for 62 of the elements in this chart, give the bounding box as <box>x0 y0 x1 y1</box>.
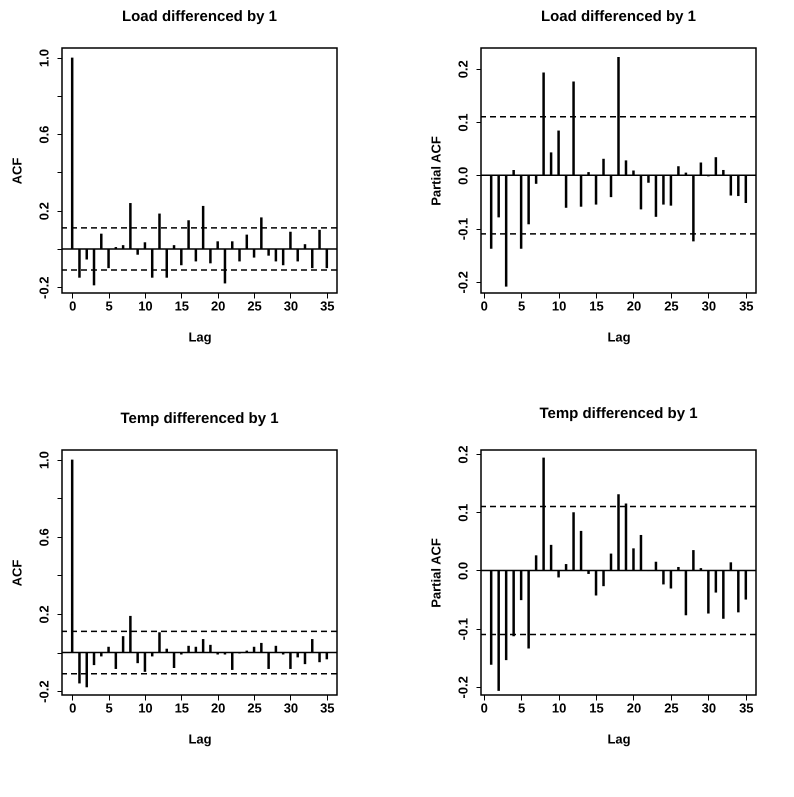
x-tick-label: 30 <box>702 700 716 716</box>
x-tick-label: 25 <box>664 700 679 716</box>
y-tick-label: -0.2 <box>36 680 52 703</box>
x-tick-label: 15 <box>589 700 604 716</box>
y-tick-label: 0.0 <box>456 166 470 185</box>
x-tick-label: 30 <box>284 298 298 314</box>
y-tick-label: 0.2 <box>456 60 470 78</box>
chart-title: Load differenced by 1 <box>540 8 696 25</box>
y-axis-title: Partial ACF <box>428 136 444 206</box>
x-axis-title: Lag <box>188 732 212 746</box>
y-tick-label: -0.2 <box>36 276 52 299</box>
x-tick-label: 15 <box>174 700 190 716</box>
x-tick-label: 10 <box>138 700 153 716</box>
x-tick-label: 5 <box>518 298 526 314</box>
x-tick-label: 30 <box>284 700 298 716</box>
x-axis-title: Lag <box>607 330 631 344</box>
x-tick-label: 10 <box>138 298 153 314</box>
x-tick-label: 20 <box>210 700 226 716</box>
x-tick-label: 35 <box>739 298 754 314</box>
y-tick-label: -0.2 <box>456 271 470 294</box>
y-tick-label: 0.1 <box>456 113 470 132</box>
x-tick-label: 0 <box>480 298 488 314</box>
x-tick-label: 20 <box>626 298 642 314</box>
x-axis-title: Lag <box>188 330 212 344</box>
x-tick-label: 15 <box>174 298 190 314</box>
x-tick-label: 10 <box>552 700 566 716</box>
y-tick-label: 0.0 <box>456 562 470 580</box>
x-tick-label: 35 <box>739 700 754 716</box>
x-tick-label: 25 <box>664 298 679 314</box>
chart-title: Temp differenced by 1 <box>539 405 698 422</box>
x-tick-label: 35 <box>320 298 335 314</box>
x-tick-label: 35 <box>320 700 335 716</box>
x-tick-label: 25 <box>247 700 262 716</box>
y-tick-label: 0.2 <box>36 202 52 220</box>
y-tick-label: 0.1 <box>456 504 470 522</box>
x-tick-label: 15 <box>589 298 604 314</box>
chart-title: Load differenced by 1 <box>122 8 278 25</box>
y-axis-title: Partial ACF <box>428 538 444 608</box>
y-tick-label: 0.6 <box>36 126 52 144</box>
x-tick-label: 5 <box>518 700 526 716</box>
x-tick-label: 20 <box>210 298 226 314</box>
y-tick-label: -0.1 <box>456 618 470 640</box>
y-axis-title: ACF <box>10 158 24 184</box>
y-tick-label: -0.2 <box>456 676 470 699</box>
y-tick-label: 0.2 <box>456 446 470 464</box>
chart-title: Temp differenced by 1 <box>120 410 279 427</box>
y-tick-label: 0.6 <box>36 528 52 546</box>
y-tick-label: 1.0 <box>36 451 52 470</box>
x-tick-label: 5 <box>105 700 113 716</box>
x-tick-label: 25 <box>247 298 262 314</box>
x-tick-label: 0 <box>69 298 76 314</box>
x-tick-label: 0 <box>480 700 488 716</box>
x-tick-label: 10 <box>552 298 566 314</box>
x-tick-label: 5 <box>105 298 113 314</box>
y-axis-title: ACF <box>10 560 24 586</box>
x-tick-label: 30 <box>702 298 716 314</box>
x-axis-title: Lag <box>607 732 631 746</box>
y-tick-label: -0.1 <box>456 218 470 240</box>
y-tick-label: 1.0 <box>36 49 52 68</box>
x-tick-label: 20 <box>626 700 642 716</box>
y-tick-label: 0.2 <box>36 605 52 624</box>
x-tick-label: 0 <box>69 700 76 716</box>
